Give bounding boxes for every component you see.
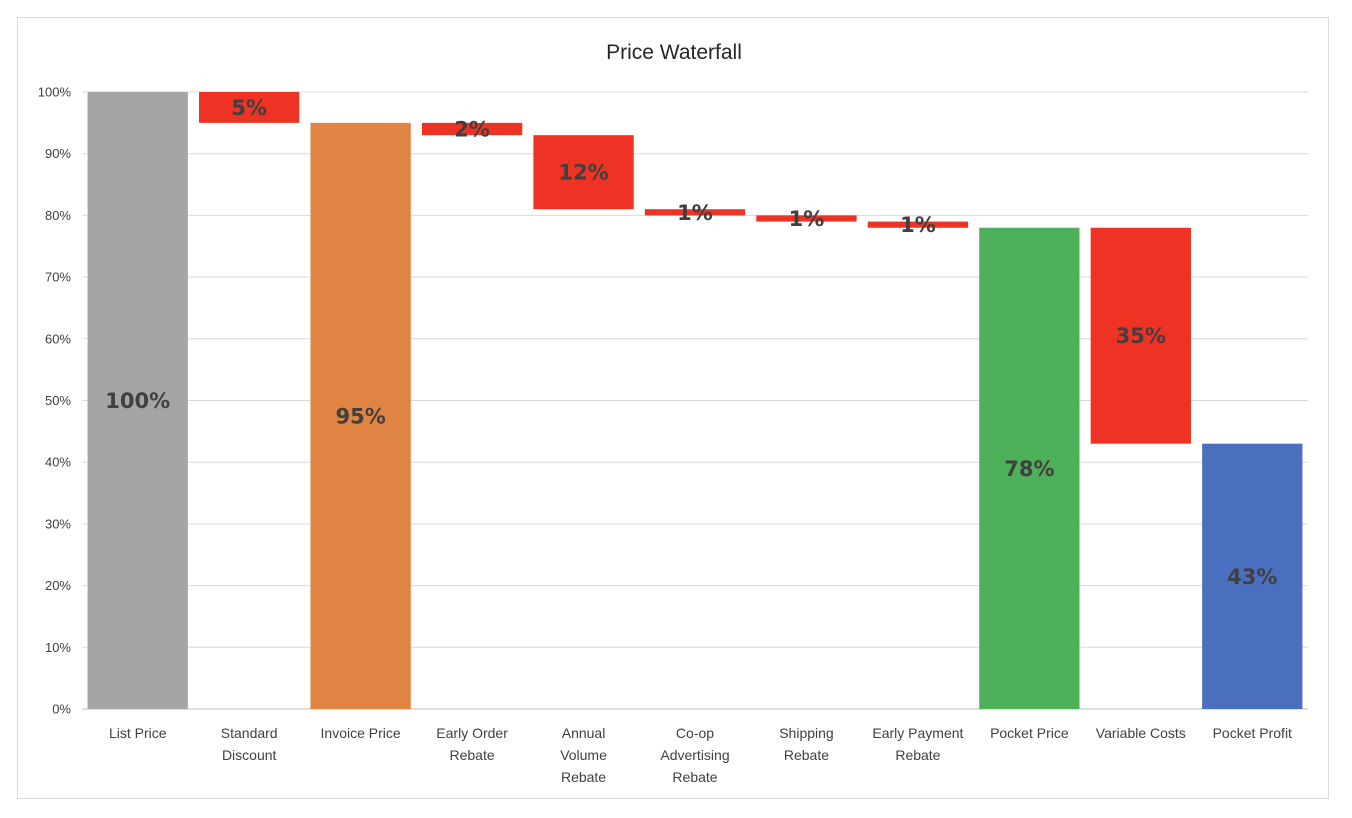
x-tick-label: Early Order Rebate [436,725,508,763]
y-tick-label: 0% [52,702,71,717]
x-tick-label: Co-op Advertising Rebate [660,725,729,785]
chart-area: Price Waterfall 0% 10% 20% 30% 40% 50% 60% 70% 8… [17,17,1329,799]
data-label: 35% [1116,324,1166,348]
x-tick-label: Standard Discount [221,725,278,763]
data-label: 1% [677,201,713,225]
y-tick-label: 100% [38,85,72,100]
data-label: 2% [454,118,490,142]
bar [533,135,634,210]
bar [310,122,411,710]
y-tick-label: 50% [45,393,71,408]
data-label: 5% [231,96,267,120]
data-label: 1% [789,207,825,231]
x-axis-ticks: List Price Standard Discount Invoice Price E… [109,725,1292,785]
y-tick-label: 80% [45,208,71,223]
x-tick-label: Variable Costs [1096,725,1186,741]
data-label: 100% [105,389,170,413]
y-tick-label: 70% [45,270,71,285]
bar [87,92,188,709]
data-label: 78% [1004,457,1054,481]
x-tick-label: Pocket Price [990,725,1069,741]
bar [867,221,969,228]
y-tick-label: 60% [45,331,71,346]
y-tick-label: 10% [45,640,71,655]
y-axis-ticks: 0% 10% 20% 30% 40% 50% 60% 70% 80% 90% 100% [38,85,72,717]
x-tick-label: Invoice Price [321,725,401,741]
data-label: 95% [336,404,386,428]
waterfall-chart: Price Waterfall 0% 10% 20% 30% 40% 50% 60% 70% 8… [38,41,1308,785]
x-tick-label: Pocket Profit [1213,725,1292,741]
y-tick-label: 40% [45,455,71,470]
y-tick-label: 30% [45,516,71,531]
chart-title: Price Waterfall [606,41,742,64]
x-tick-label: List Price [109,725,167,741]
y-tick-label: 90% [45,146,71,161]
x-tick-label: Shipping Rebate [779,725,834,763]
data-label: 1% [900,213,936,237]
bar [421,122,523,136]
data-labels: 100% 5% 95% 2% 12% 1% 1% 1% 78% 35% 43% [105,96,1277,589]
x-tick-label: Early Payment Rebate [872,725,963,763]
bar [199,92,300,123]
y-tick-label: 20% [45,578,71,593]
x-tick-label: Annual Volume Rebate [560,725,607,785]
bar [756,215,857,222]
data-label: 12% [558,161,608,185]
bar [1090,227,1191,444]
data-label: 43% [1227,565,1277,589]
bar [1202,443,1303,709]
bars [87,92,1303,710]
bar [644,209,746,216]
bar [979,227,1080,710]
